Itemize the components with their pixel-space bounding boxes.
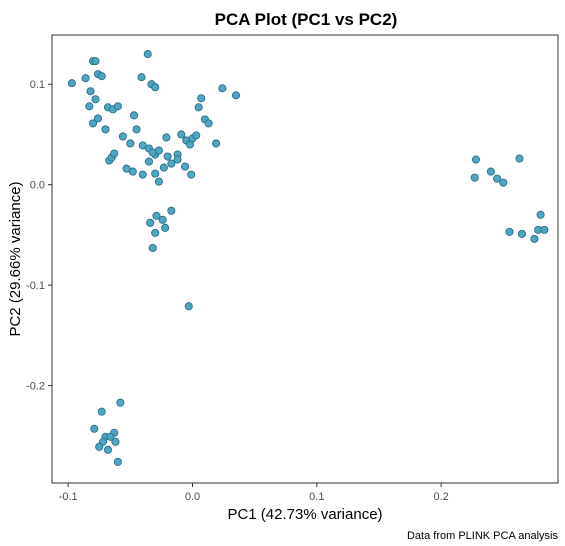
data-point (91, 57, 100, 66)
data-point (137, 73, 146, 82)
x-tick-label: 0.0 (185, 491, 200, 503)
y-tick-label: 0.1 (30, 79, 45, 91)
data-point (161, 223, 170, 232)
data-point (151, 83, 160, 92)
data-point (91, 95, 100, 104)
data-point (158, 215, 167, 224)
data-point (499, 178, 508, 187)
data-point (218, 84, 227, 93)
data-point (101, 125, 110, 134)
data-point (194, 103, 203, 112)
data-point (470, 173, 479, 182)
x-axis-label: PC1 (42.73% variance) (227, 506, 382, 523)
data-point (530, 234, 539, 243)
data-point (113, 457, 122, 466)
data-point (118, 132, 127, 141)
data-point (204, 119, 213, 128)
data-point (517, 229, 526, 238)
data-point (180, 162, 190, 171)
x-axis-ticks: -0.1 0.0 0.1 0.2 (59, 483, 449, 503)
data-point (505, 227, 514, 236)
data-point (138, 170, 147, 179)
data-point (151, 228, 160, 237)
data-point (111, 437, 120, 446)
data-point (192, 131, 201, 140)
data-point (162, 133, 171, 142)
data-point (88, 119, 98, 128)
data-point (515, 154, 524, 163)
data-point (126, 139, 135, 148)
data-point (152, 211, 161, 220)
data-point (116, 398, 125, 407)
data-point (103, 445, 112, 454)
data-point (154, 177, 163, 186)
data-point (167, 206, 176, 215)
data-point (486, 167, 495, 176)
data-point (231, 91, 241, 100)
data-point (128, 167, 137, 176)
data-point (143, 50, 152, 59)
data-point (173, 155, 182, 164)
x-tick-label: -0.1 (59, 491, 78, 503)
data-point (144, 157, 154, 166)
data-point (93, 114, 103, 123)
data-point (167, 159, 176, 168)
data-point (159, 163, 168, 172)
data-point (90, 424, 99, 433)
data-point (493, 174, 502, 183)
data-point (148, 243, 157, 253)
data-point (177, 130, 186, 139)
data-point (95, 442, 104, 451)
data-point (163, 152, 172, 161)
chart-caption: Data from PLINK PCA analysis (407, 530, 559, 542)
data-point (106, 432, 115, 441)
y-tick-label: -0.2 (26, 381, 45, 393)
x-tick-label: 0.1 (309, 491, 324, 503)
data-point (86, 87, 95, 96)
x-tick-label: 0.2 (433, 491, 448, 503)
data-point (67, 79, 76, 88)
data-points (67, 50, 549, 466)
data-point (81, 74, 90, 83)
data-point (187, 170, 196, 179)
y-tick-label: 0.0 (30, 180, 45, 192)
y-tick-label: -0.1 (26, 280, 45, 292)
data-point (113, 102, 122, 111)
data-point (132, 125, 141, 134)
data-point (471, 155, 480, 164)
data-point (85, 102, 94, 111)
y-axis-ticks: 0.1 0.0 -0.1 -0.2 (26, 79, 52, 393)
data-point (146, 218, 155, 227)
data-point (97, 72, 106, 81)
chart-title: PCA Plot (PC1 vs PC2) (215, 10, 398, 29)
data-point (540, 225, 549, 234)
data-point (97, 407, 106, 416)
data-point (130, 111, 139, 120)
data-point (197, 94, 206, 103)
data-point (536, 210, 545, 219)
plot-panel (51, 34, 559, 484)
data-point (154, 146, 163, 155)
data-point (151, 169, 160, 178)
y-axis-label: PC2 (29.66% variance) (7, 181, 24, 336)
data-point (184, 302, 193, 311)
data-point (110, 149, 119, 158)
data-point (212, 139, 221, 148)
